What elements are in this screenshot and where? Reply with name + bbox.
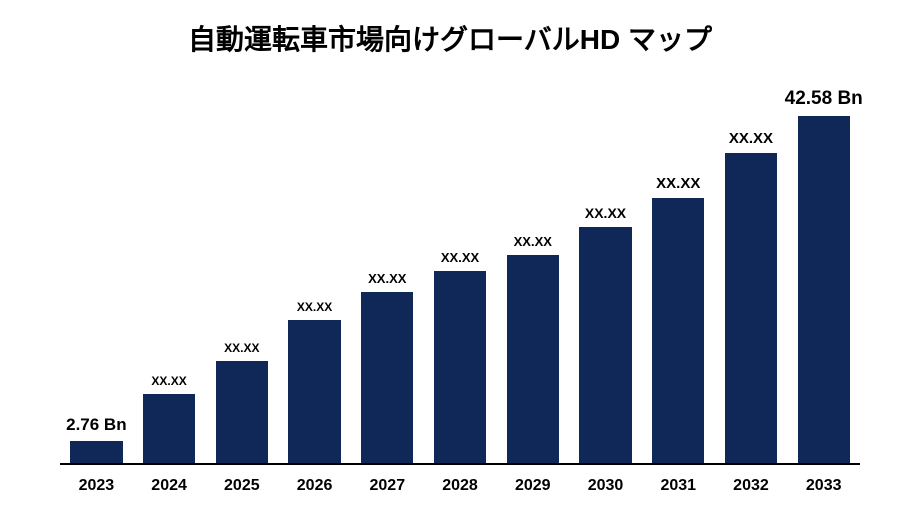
bar-slot: XX.XX: [424, 90, 497, 463]
chart-plot-area: 2.76 Bn XX.XX XX.XX XX.XX XX.XX XX.XX XX.XX XX.…: [60, 90, 860, 465]
bar-rect: [725, 153, 777, 463]
bar-rect: [70, 441, 122, 464]
x-axis-tick-label: 2024: [133, 477, 206, 495]
x-axis-tick-label: 2032: [715, 477, 788, 495]
bar-slot: XX.XX: [496, 90, 569, 463]
x-axis-tick-label: 2030: [569, 477, 642, 495]
bar-slot: XX.XX: [351, 90, 424, 463]
x-axis-tick-label: 2029: [496, 477, 569, 495]
bar-slot: 42.58 Bn: [787, 90, 860, 463]
bar-value-label: XX.XX: [585, 205, 626, 221]
bar-rect: [579, 227, 631, 463]
bars-container: 2.76 Bn XX.XX XX.XX XX.XX XX.XX XX.XX XX.XX XX.…: [60, 90, 860, 465]
bar-rect: [361, 292, 413, 463]
x-axis-tick-label: 2028: [424, 477, 497, 495]
x-axis-tick-label: 2025: [205, 477, 278, 495]
bar-value-label: XX.XX: [656, 175, 700, 192]
x-axis-tick-label: 2026: [278, 477, 351, 495]
bar-value-label: XX.XX: [224, 341, 259, 355]
bar-value-label: XX.XX: [729, 130, 773, 147]
bar-slot: XX.XX: [278, 90, 351, 463]
bar-slot: XX.XX: [715, 90, 788, 463]
bar-slot: XX.XX: [133, 90, 206, 463]
bar-rect: [216, 361, 268, 463]
bar-rect: [652, 198, 704, 463]
bar-value-label: XX.XX: [441, 250, 479, 265]
x-axis-labels: 2023202420252026202720282029203020312032…: [60, 477, 860, 495]
bar-value-label: 2.76 Bn: [66, 415, 126, 435]
bar-slot: XX.XX: [642, 90, 715, 463]
bar-value-label: XX.XX: [368, 271, 406, 286]
bar-value-label: 42.58 Bn: [785, 88, 863, 110]
x-axis-tick-label: 2023: [60, 477, 133, 495]
bar-value-label: XX.XX: [151, 374, 186, 388]
x-axis-tick-label: 2033: [787, 477, 860, 495]
bar-slot: 2.76 Bn: [60, 90, 133, 463]
bar-slot: XX.XX: [569, 90, 642, 463]
bar-rect: [143, 394, 195, 463]
bar-value-label: XX.XX: [297, 300, 332, 314]
x-axis-tick-label: 2027: [351, 477, 424, 495]
bar-rect: [434, 271, 486, 463]
bar-value-label: XX.XX: [514, 234, 552, 249]
bar-rect: [798, 116, 850, 463]
bar-slot: XX.XX: [205, 90, 278, 463]
chart-title: 自動運転車市場向けグローバルHD マップ: [0, 18, 900, 58]
bar-rect: [507, 255, 559, 463]
bar-rect: [288, 320, 340, 463]
x-axis-tick-label: 2031: [642, 477, 715, 495]
